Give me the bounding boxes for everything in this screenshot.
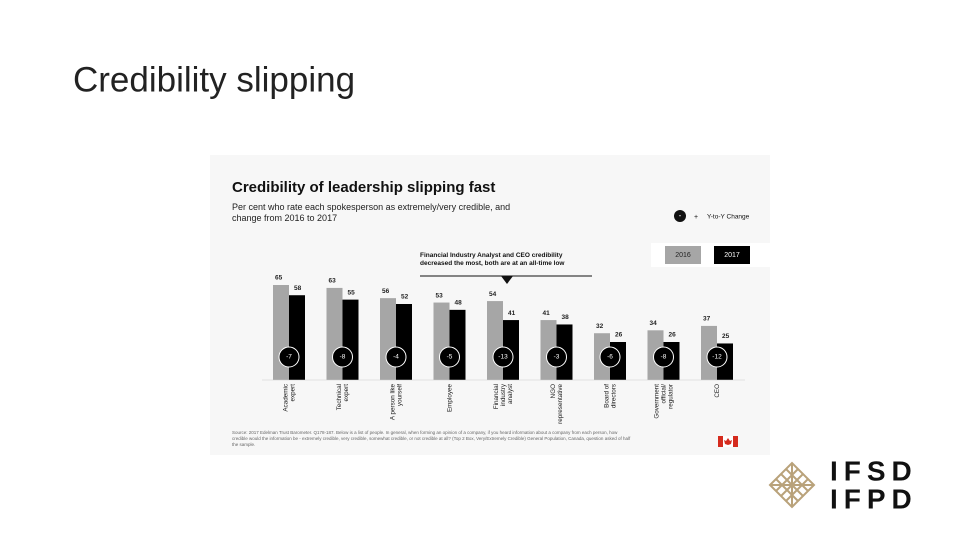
change-label: -8: [340, 354, 346, 361]
change-label: -8: [661, 354, 667, 361]
canada-flag: [718, 436, 738, 447]
change-badge: [492, 346, 514, 368]
x-tick-label: A person likeyourself: [389, 384, 403, 421]
change-legend-minus: -: [679, 211, 682, 220]
change-label: -5: [447, 354, 453, 361]
source-box: Source: 2017 Edelman Trust Barometer. Q1…: [232, 430, 631, 447]
legend-label: 2016: [675, 252, 691, 259]
change-legend-plus: +: [694, 214, 698, 221]
change-label: -12: [712, 354, 722, 361]
value-label: 54: [489, 291, 497, 298]
logo: [768, 461, 816, 509]
legend-swatch: [665, 246, 701, 264]
value-label: 65: [275, 275, 283, 282]
change-label: -6: [607, 354, 613, 361]
bar: [289, 295, 305, 380]
value-label: 25: [722, 333, 730, 340]
change-legend-label: Y-to-Y Change: [707, 214, 750, 221]
logo-mark: [768, 461, 816, 509]
value-label: 26: [669, 332, 677, 339]
value-label: 52: [401, 294, 409, 301]
logo-text: IFPD: [830, 483, 918, 514]
change-badge: [546, 346, 567, 368]
change-badge: [706, 346, 728, 368]
change-badge: [278, 346, 300, 368]
value-label: 34: [650, 320, 658, 327]
x-tick-label: Technicalexpert: [336, 384, 350, 411]
x-tick-label: Financialindustryanalyst: [493, 383, 514, 409]
flag-leaf: [724, 438, 732, 445]
value-label: 41: [508, 310, 516, 317]
annotation-pointer: [501, 276, 513, 284]
value-label: 41: [543, 310, 551, 317]
change-label: -7: [286, 354, 292, 361]
value-label: 32: [596, 323, 604, 330]
logo-text: IFSD: [830, 455, 918, 486]
change-badge: [385, 346, 407, 368]
value-label: 58: [294, 285, 302, 292]
x-tick-label: Employee: [446, 384, 453, 412]
value-label: 55: [348, 289, 356, 296]
value-label: 37: [703, 316, 711, 323]
chart-title: Credibility of leadership slipping fast: [232, 179, 495, 196]
flag-bar: [733, 436, 738, 447]
legend-label: 2017: [724, 252, 740, 259]
change-label: -13: [498, 354, 508, 361]
change-badge: [439, 346, 460, 368]
flag-bar: [718, 436, 723, 447]
bar: [487, 301, 503, 380]
bar: [449, 309, 466, 380]
x-tick-label: Governmentofficial/regulator: [653, 384, 674, 419]
value-label: 26: [615, 332, 623, 339]
annotation: Financial Industry Analyst and CEO credi…: [420, 252, 565, 267]
source: Source: 2017 Edelman Trust Barometer. Q1…: [232, 430, 631, 447]
change-label: -4: [393, 354, 399, 361]
annotation-box: Financial Industry Analyst and CEO credi…: [420, 252, 565, 267]
bar: [380, 298, 396, 380]
change-badge: [653, 346, 674, 368]
value-label: 56: [382, 288, 390, 295]
change-badge: [599, 346, 621, 368]
legend-swatch: [714, 246, 750, 264]
change-legend-icon: [674, 210, 686, 222]
x-tick-label: CEO: [714, 384, 721, 398]
bar: [342, 299, 359, 380]
bar: [396, 304, 412, 380]
change-badge: [332, 346, 353, 368]
bar: [433, 302, 450, 380]
x-tick-label: Academicexpert: [282, 384, 296, 412]
change-label: -3: [554, 354, 560, 361]
subtitle-box: Per cent who rate each spokesperson as e…: [232, 202, 511, 223]
value-label: 38: [562, 314, 570, 321]
value-label: 53: [436, 292, 444, 299]
slide-title: Credibility slipping: [73, 60, 355, 99]
x-tick-label: NGOrepresentative: [550, 384, 564, 424]
chart-subtitle: Per cent who rate each spokesperson as e…: [232, 202, 511, 223]
x-tick-label: Board ofdirectors: [603, 384, 617, 408]
value-label: 63: [329, 278, 337, 285]
value-label: 48: [455, 300, 463, 307]
